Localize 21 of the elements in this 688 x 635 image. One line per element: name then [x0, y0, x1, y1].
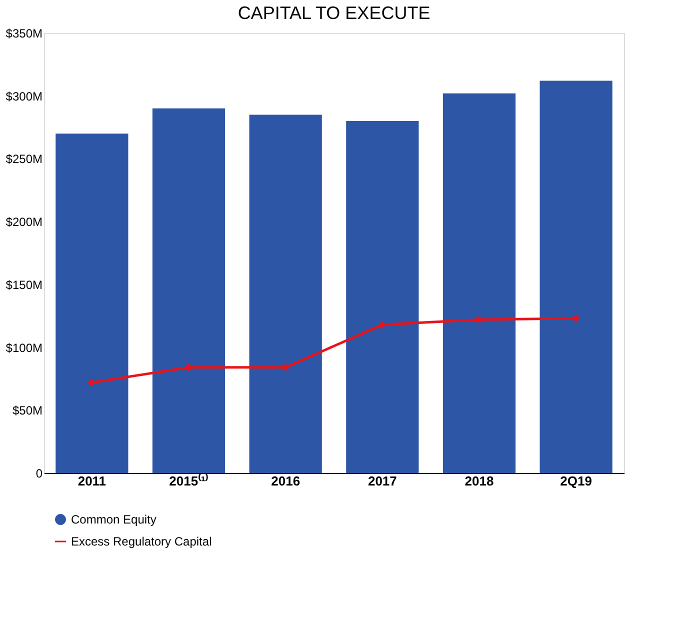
chart-title: CAPITAL TO EXECUTE	[238, 3, 430, 23]
y-tick-label: $200M	[6, 215, 42, 230]
y-tick-label: $50M	[12, 404, 42, 418]
x-tick-label: 2015⁽¹⁾	[169, 472, 208, 488]
x-tick-label: 2017	[368, 474, 397, 488]
point	[282, 364, 290, 372]
y-tick-label: 0	[36, 466, 43, 480]
x-tick-label: 2Q19	[560, 474, 592, 488]
point	[378, 320, 386, 329]
y-tick-label: $300M	[6, 89, 42, 104]
x-tick-label: 2016	[271, 474, 300, 488]
y-tick-label: $100M	[6, 340, 42, 355]
y-tick-label: $150M	[6, 278, 42, 292]
y-tick-label: $250M	[6, 152, 42, 166]
legend-label: Common Equity	[71, 512, 156, 526]
point	[572, 314, 580, 322]
point	[88, 378, 96, 386]
legend-label: Excess Regulatory Capital	[71, 534, 212, 548]
x-tick-label: 2011	[78, 474, 106, 488]
x-tick-label: 2018	[464, 474, 494, 488]
y-tick-label: $350M	[6, 26, 42, 40]
